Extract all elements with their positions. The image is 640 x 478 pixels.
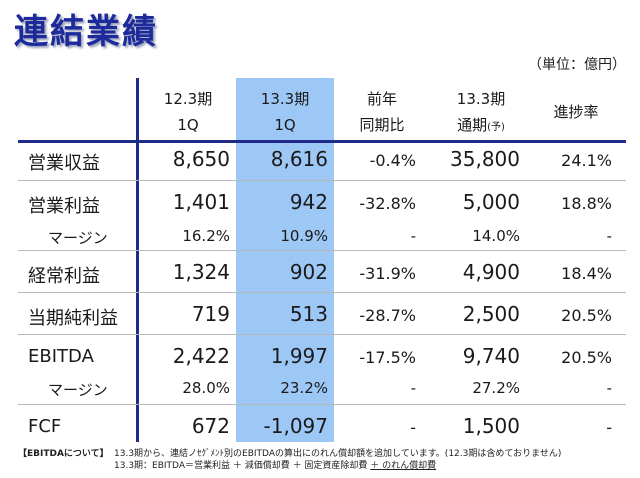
cell-current-1q: 942 [289, 190, 328, 214]
row-label: 経常利益 [28, 266, 100, 287]
cell-full-year: 1,500 [462, 414, 520, 438]
footnote-tag: 【EBITDAについて】 [18, 449, 109, 459]
cell-progress: 24.1% [561, 151, 612, 170]
cell-full-year: 14.0% [472, 227, 520, 245]
row-label: FCF [28, 416, 62, 437]
cell-prev-1q: 8,650 [172, 147, 230, 171]
cell-prev-1q: 1,401 [172, 190, 230, 214]
cell-prev-1q: 1,324 [172, 260, 230, 284]
row-separator [18, 404, 626, 405]
cell-progress: - [606, 379, 612, 397]
cell-yoy: -28.7% [359, 306, 416, 325]
cell-prev-1q: 28.0% [182, 379, 230, 397]
cell-progress: 20.5% [561, 306, 612, 325]
row-label: 営業利益 [28, 196, 100, 217]
cell-current-1q: 8,616 [270, 147, 328, 171]
row-separator [18, 334, 626, 335]
footnote-line-1: 13.3期から、連結ノｾｸﾞﾒﾝﾄ別のEBITDAの算出にのれん償却額を追加して… [114, 449, 562, 459]
cell-yoy: - [410, 379, 416, 397]
cell-full-year: 4,900 [462, 260, 520, 284]
row-separator [18, 250, 626, 251]
cell-full-year: 27.2% [472, 379, 520, 397]
page-title: 連結業績 [14, 12, 158, 52]
cell-current-1q: 513 [289, 302, 328, 326]
cell-current-1q: 23.2% [280, 379, 328, 397]
current-quarter-highlight [236, 78, 334, 442]
row-label: 営業収益 [28, 153, 100, 174]
cell-prev-1q: 672 [191, 414, 230, 438]
header-vertical-divider [136, 78, 139, 442]
cell-full-year: 2,500 [462, 302, 520, 326]
row-label: 当期純利益 [28, 308, 118, 329]
cell-progress: - [606, 418, 612, 437]
column-header-progress: 進捗率 [553, 103, 599, 121]
cell-progress: - [606, 227, 612, 245]
cell-full-year: 35,800 [450, 147, 520, 171]
column-header-full-year-forecast: 13.3期 通期(予) [456, 90, 506, 134]
cell-yoy: -31.9% [359, 264, 416, 283]
cell-current-1q: 902 [289, 260, 328, 284]
cell-current-1q: -1,097 [263, 414, 328, 438]
cell-current-1q: 1,997 [270, 344, 328, 368]
cell-prev-1q: 719 [191, 302, 230, 326]
cell-yoy: -32.8% [359, 194, 416, 213]
column-header-current-1q: 13.3期 1Q [260, 90, 310, 134]
cell-prev-1q: 2,422 [172, 344, 230, 368]
cell-progress: 20.5% [561, 348, 612, 367]
cell-yoy: - [410, 227, 416, 245]
cell-progress: 18.8% [561, 194, 612, 213]
ebitda-footnote: 【EBITDAについて】 13.3期から、連結ノｾｸﾞﾒﾝﾄ別のEBITDAの算出… [18, 448, 628, 472]
row-sublabel: マージン [48, 229, 108, 247]
cell-progress: 18.4% [561, 264, 612, 283]
row-label: EBITDA [28, 346, 94, 367]
cell-full-year: 9,740 [462, 344, 520, 368]
row-separator [18, 292, 626, 293]
cell-yoy: -0.4% [369, 151, 416, 170]
cell-prev-1q: 16.2% [182, 227, 230, 245]
cell-full-year: 5,000 [462, 190, 520, 214]
cell-current-1q: 10.9% [280, 227, 328, 245]
footnote-line-2: 13.3期：EBITDA＝営業利益 ＋ 減価償却費 ＋ 固定資産除却費 [114, 461, 371, 471]
row-sublabel: マージン [48, 381, 108, 399]
row-separator [18, 180, 626, 181]
cell-yoy: - [410, 418, 416, 437]
column-header-yoy: 前年 同期比 [359, 90, 405, 134]
header-horizontal-divider [18, 140, 626, 143]
column-header-prev-1q: 12.3期 1Q [163, 90, 213, 134]
footnote-line-2-underlined: ＋ のれん償却費 [370, 461, 437, 471]
cell-yoy: -17.5% [359, 348, 416, 367]
unit-label: （単位：億円） [528, 57, 626, 73]
